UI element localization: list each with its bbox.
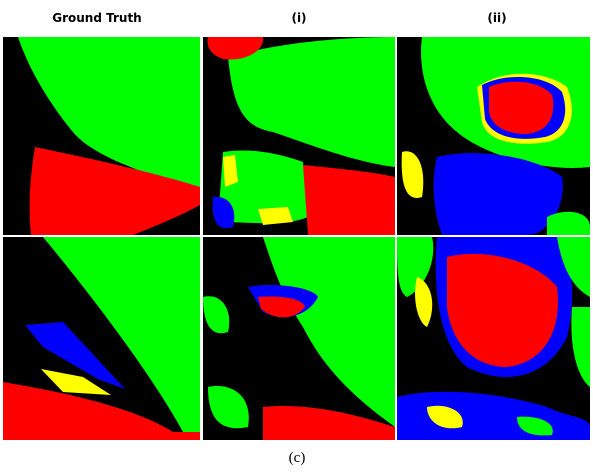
- mask-panel: [397, 37, 590, 235]
- mask-panel: [203, 237, 395, 440]
- column-header: (i): [291, 11, 306, 25]
- red-region: [303, 165, 395, 235]
- yellow-region: [258, 207, 293, 225]
- column-header: (ii): [487, 11, 506, 25]
- column-header: Ground Truth: [52, 11, 141, 25]
- mask-panel: [397, 237, 590, 440]
- mask-panel: [3, 37, 200, 235]
- mask-panel: [203, 37, 395, 235]
- figure-caption: (c): [289, 450, 306, 466]
- figure: Ground Truth (i) (ii): [0, 0, 593, 475]
- mask-panel: [3, 237, 200, 440]
- red-region: [489, 82, 553, 134]
